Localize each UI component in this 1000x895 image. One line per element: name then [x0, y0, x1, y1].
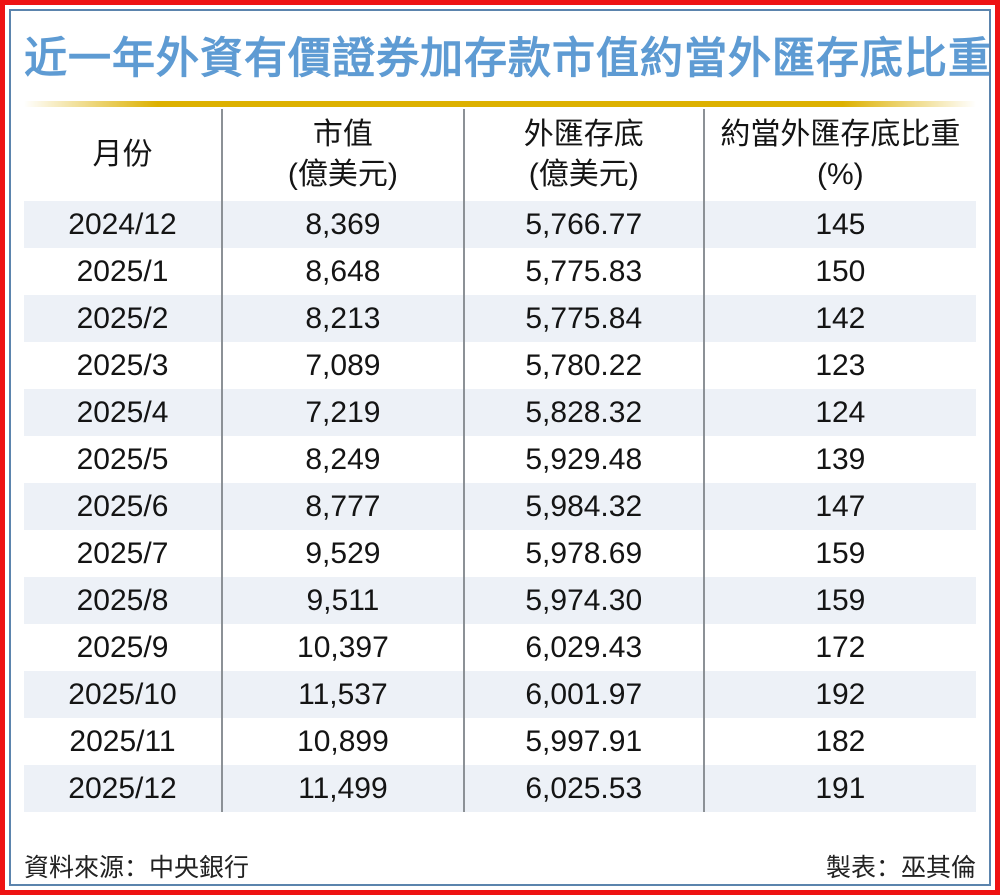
- month-cell: 2025/5: [24, 436, 224, 484]
- month-cell: 2025/3: [24, 342, 224, 390]
- table-row: 2024/12 8,369 5,766.77 145: [24, 201, 976, 249]
- col-header-market-value: 市值 (億美元): [222, 109, 465, 202]
- ratio-cell: 172: [815, 630, 866, 664]
- market-value-cell: 8,213: [222, 295, 465, 343]
- fx-reserves-cell: 5,775.83: [463, 248, 705, 296]
- fx-reserves-cell: 5,978.69: [463, 530, 705, 578]
- month-cell: 2025/8: [24, 577, 224, 625]
- ratio-cell: 147: [815, 489, 866, 523]
- market-value-cell: 7,089: [222, 342, 465, 390]
- table-row: 2025/1 8,648 5,775.83 150: [24, 248, 976, 296]
- col-header-fx-reserves-sub: (億美元): [528, 158, 639, 192]
- month-cell: 2025/6: [24, 483, 224, 531]
- ratio-cell: 159: [815, 536, 866, 570]
- page-title: 近一年外資有價證券加存款市值約當外匯存底比重: [24, 35, 991, 83]
- market-value-cell: 10,899: [222, 718, 465, 766]
- ratio-cell: 159: [815, 583, 866, 617]
- table-row: 2025/11 10,899 5,997.91 182: [24, 718, 976, 766]
- ratio-cell: 191: [815, 771, 866, 805]
- market-value-cell: 8,648: [222, 248, 465, 296]
- month-cell: 2025/4: [24, 389, 224, 437]
- fx-reserves-cell: 6,025.53: [463, 765, 705, 813]
- market-value-cell: 8,249: [222, 436, 465, 484]
- source-credit: 資料來源：中央銀行: [24, 854, 250, 882]
- col-header-fx-reserves-label: 外匯存底: [523, 118, 644, 152]
- data-table: 月份 市值 (億美元) 外匯存底 (億美元) 約當外匯存底比重 (%): [24, 109, 976, 813]
- table-row: 2025/7 9,529 5,978.69 159: [24, 530, 976, 578]
- footer: 資料來源：中央銀行 製表：巫其倫: [24, 848, 976, 884]
- author-credit: 製表：巫其倫: [825, 854, 976, 882]
- fx-reserves-cell: 5,997.91: [463, 718, 705, 766]
- ratio-cell: 123: [815, 348, 866, 382]
- fx-reserves-cell: 5,775.84: [463, 295, 705, 343]
- ratio-cell: 124: [815, 395, 866, 429]
- fx-reserves-cell: 6,029.43: [463, 624, 705, 672]
- fx-reserves-cell: 6,001.97: [463, 671, 705, 719]
- col-header-ratio-label: 約當外匯存底比重: [720, 118, 961, 152]
- table-row: 2025/9 10,397 6,029.43 172: [24, 624, 976, 672]
- table-row: 2025/2 8,213 5,775.84 142: [24, 295, 976, 343]
- table-row: 2025/4 7,219 5,828.32 124: [24, 389, 976, 437]
- table-row: 2025/6 8,777 5,984.32 147: [24, 483, 976, 531]
- month-cell: 2025/2: [24, 295, 224, 343]
- ratio-cell: 142: [815, 301, 866, 335]
- inner-blue-frame: 近一年外資有價證券加存款市值約當外匯存底比重 月份 市值 (億美元): [9, 9, 991, 886]
- month-cell: 2025/7: [24, 530, 224, 578]
- table-row: 2025/10 11,537 6,001.97 192: [24, 671, 976, 719]
- col-header-market-value-label: 市值: [312, 118, 373, 152]
- col-header-market-value-sub: (億美元): [287, 158, 398, 192]
- month-cell: 2025/10: [24, 671, 224, 719]
- ratio-cell: 182: [815, 724, 866, 758]
- table-row: 2025/3 7,089 5,780.22 123: [24, 342, 976, 390]
- col-header-month: 月份: [24, 109, 224, 202]
- market-value-cell: 7,219: [222, 389, 465, 437]
- fx-reserves-cell: 5,929.48: [463, 436, 705, 484]
- table-body: 2024/12 8,369 5,766.77 145 2025/1 8,648 5,775.…: [24, 201, 976, 813]
- ratio-cell: 150: [815, 254, 866, 288]
- fx-reserves-cell: 5,984.32: [463, 483, 705, 531]
- table-row: 2025/8 9,511 5,974.30 159: [24, 577, 976, 625]
- month-cell: 2025/9: [24, 624, 224, 672]
- market-value-cell: 8,369: [222, 201, 465, 249]
- col-header-ratio-sub: (%): [817, 158, 864, 192]
- market-value-cell: 9,511: [222, 577, 465, 625]
- col-header-fx-reserves: 外匯存底 (億美元): [463, 109, 705, 202]
- month-cell: 2025/11: [24, 718, 224, 766]
- market-value-cell: 8,777: [222, 483, 465, 531]
- col-header-ratio: 約當外匯存底比重 (%): [703, 109, 976, 202]
- ratio-cell: 139: [815, 442, 866, 476]
- fx-reserves-cell: 5,828.32: [463, 389, 705, 437]
- table-row: 2025/12 11,499 6,025.53 191: [24, 765, 976, 813]
- ratio-cell: 192: [815, 677, 866, 711]
- table-row: 2025/5 8,249 5,929.48 139: [24, 436, 976, 484]
- month-cell: 2024/12: [24, 201, 224, 249]
- market-value-cell: 11,499: [222, 765, 465, 813]
- spacer: [24, 812, 976, 837]
- ratio-cell: 145: [815, 207, 866, 241]
- month-cell: 2025/1: [24, 248, 224, 296]
- market-value-cell: 9,529: [222, 530, 465, 578]
- month-cell: 2025/12: [24, 765, 224, 813]
- market-value-cell: 11,537: [222, 671, 465, 719]
- fx-reserves-cell: 5,766.77: [463, 201, 705, 249]
- market-value-cell: 10,397: [222, 624, 465, 672]
- title-underline: [24, 101, 976, 108]
- col-header-month-label: 月份: [92, 138, 153, 172]
- fx-reserves-cell: 5,780.22: [463, 342, 705, 390]
- table-header-row: 月份 市值 (億美元) 外匯存底 (億美元) 約當外匯存底比重 (%): [24, 109, 976, 202]
- fx-reserves-cell: 5,974.30: [463, 577, 705, 625]
